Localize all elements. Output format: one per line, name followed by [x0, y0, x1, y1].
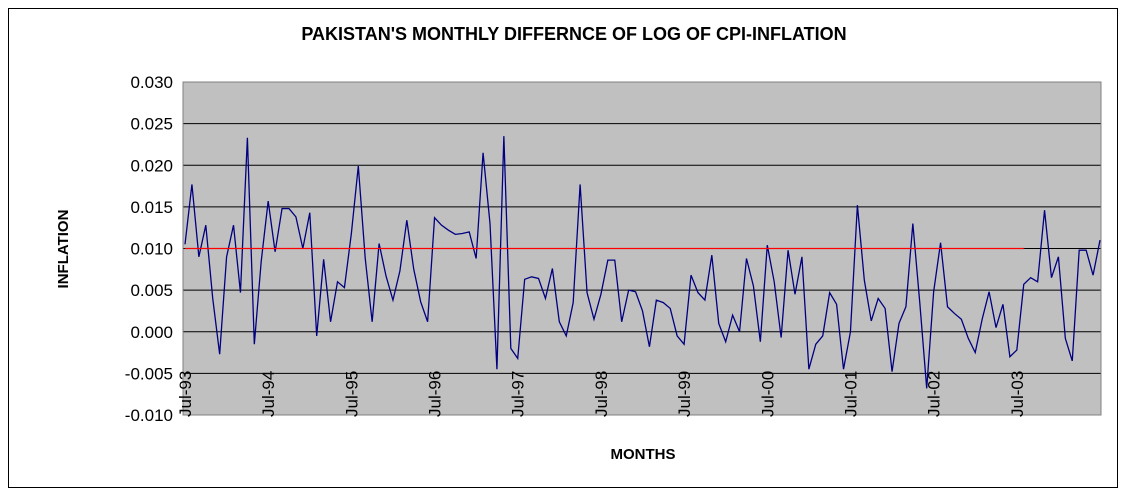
x-axis-label: MONTHS — [611, 446, 676, 463]
x-tick-label: Jul-98 — [592, 371, 611, 417]
x-tick-label: Jul-99 — [675, 371, 694, 417]
x-tick-label: Jul-94 — [259, 371, 278, 417]
y-tick-label: 0.030 — [130, 73, 173, 92]
x-tick-label: Jul-00 — [758, 371, 777, 417]
y-tick-label: -0.010 — [125, 406, 173, 425]
x-tick-label: Jul-96 — [426, 371, 445, 417]
x-tick-label: Jul-93 — [176, 371, 195, 417]
plot-border — [182, 81, 1102, 416]
y-tick-label: 0.000 — [130, 323, 173, 342]
series-line — [184, 136, 1101, 389]
x-tick-label: Jul-01 — [841, 371, 860, 417]
x-tick-label: Jul-02 — [925, 371, 944, 417]
x-tick-label: Jul-03 — [1008, 371, 1027, 417]
y-tick-label: 0.020 — [130, 156, 173, 175]
y-tick-label: 0.015 — [130, 198, 173, 217]
x-tick-label: Jul-97 — [509, 371, 528, 417]
chart-title: PAKISTAN'S MONTHLY DIFFERNCE OF LOG OF C… — [301, 24, 846, 44]
y-tick-label: 0.025 — [130, 115, 173, 134]
y-tick-label: -0.005 — [125, 364, 173, 383]
x-tick-label: Jul-95 — [342, 371, 361, 417]
y-tick-label: 0.005 — [130, 281, 173, 300]
y-tick-label: 0.010 — [130, 240, 173, 259]
y-axis-label: INFLATION — [55, 210, 72, 289]
